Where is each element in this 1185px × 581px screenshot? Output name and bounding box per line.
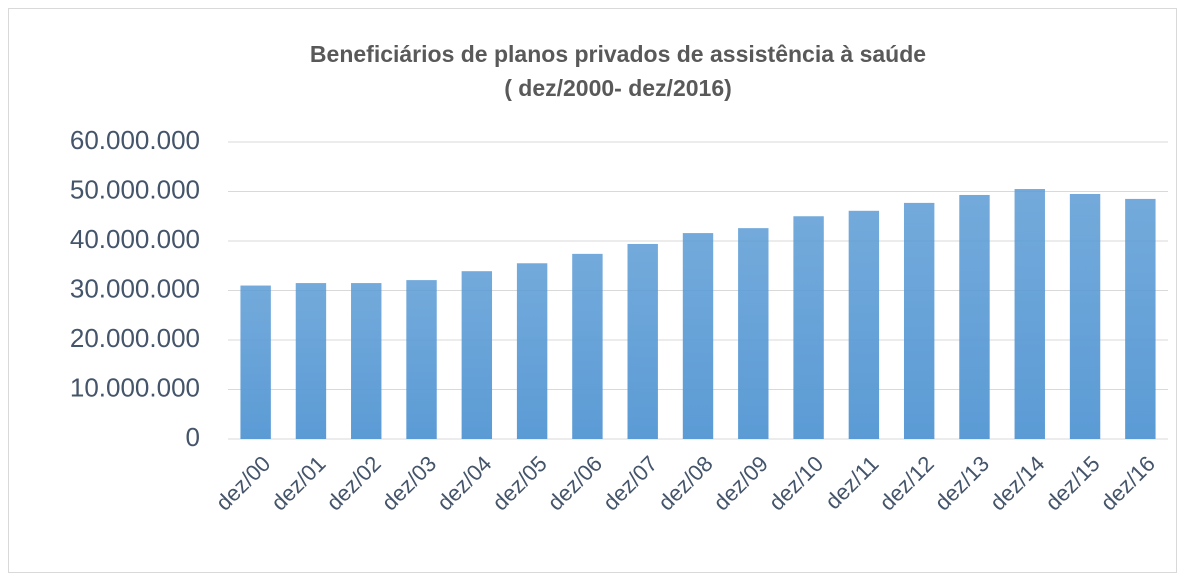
y-tick-label: 60.000.000 — [70, 125, 200, 155]
y-tick-label: 0 — [186, 422, 200, 452]
y-tick-label: 20.000.000 — [70, 323, 200, 353]
y-tick-label: 10.000.000 — [70, 372, 200, 402]
bar — [240, 285, 271, 439]
y-tick-label: 40.000.000 — [70, 224, 200, 254]
bar — [295, 283, 327, 439]
bar — [682, 233, 714, 439]
chart-subtitle: ( dez/2000- dez/2016) — [504, 75, 732, 101]
bar — [848, 210, 880, 439]
bar — [1125, 198, 1156, 439]
bar — [351, 283, 382, 439]
y-tick-label: 50.000.000 — [70, 174, 200, 204]
chart-title: Beneficiários de planos privados de assi… — [310, 41, 926, 67]
y-tick-label: 30.000.000 — [70, 273, 200, 303]
bar — [903, 202, 935, 439]
bar — [572, 253, 603, 439]
bar — [516, 263, 548, 439]
bar — [959, 194, 990, 439]
bar — [793, 216, 824, 439]
bar — [1069, 193, 1101, 439]
bar — [406, 280, 437, 439]
bar — [627, 243, 658, 439]
bar — [738, 228, 769, 439]
bar — [461, 271, 493, 439]
bar — [1014, 189, 1045, 439]
